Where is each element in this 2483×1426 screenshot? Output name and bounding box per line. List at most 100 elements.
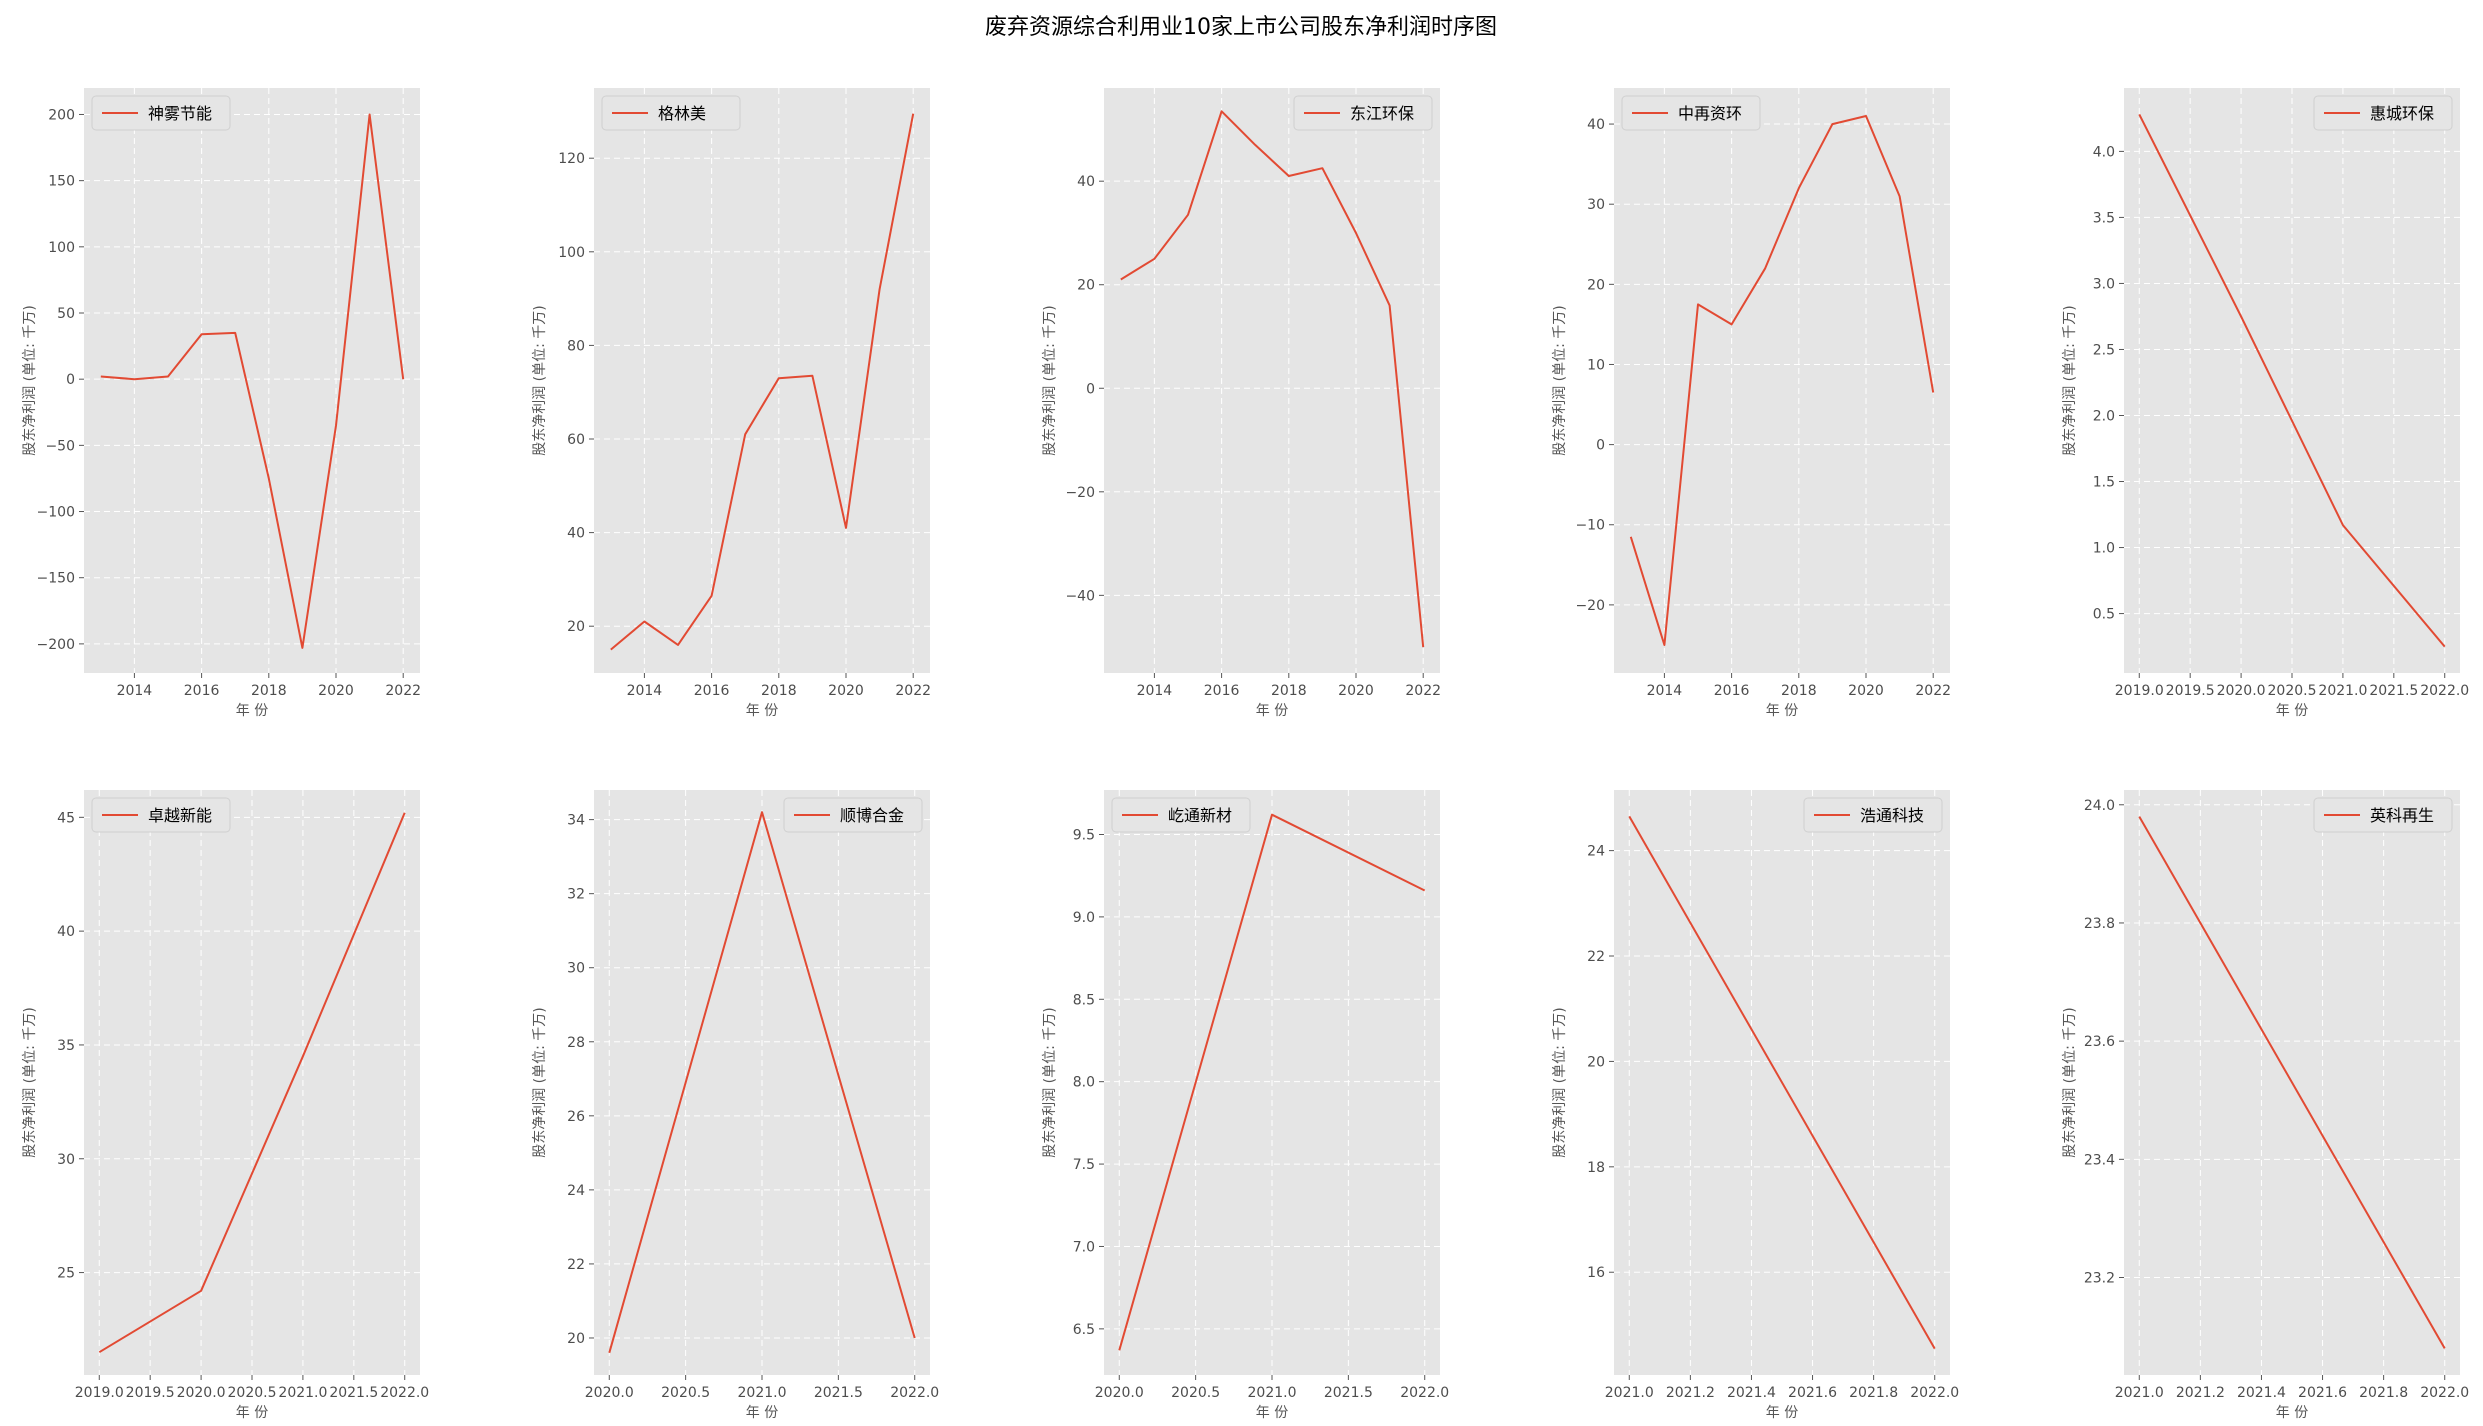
x-tick-label: 2021.4 [1727, 1385, 1776, 1401]
series-line [1629, 115, 1935, 646]
subplot-3: 2014 2016 2018 2020 2022 −40 −20 0 20 40 年 份 股东净利润 … [1042, 88, 1441, 719]
legend-box [1803, 797, 1943, 833]
x-tick-label: 2021.0 [738, 1385, 787, 1401]
subplot-4: 2014 2016 2018 2020 2022 −20 −10 0 10 20 30 40 年 份 股东… [1552, 88, 1951, 719]
y-tick-label: 9.0 [1073, 910, 1095, 926]
y-tick-label: 16 [1587, 1265, 1605, 1281]
x-tick-label: 2021.0 [278, 1385, 327, 1401]
y-tick-label: 32 [567, 887, 585, 903]
y-axis-label: 股东净利润 (单位: 千万) [532, 305, 548, 456]
y-tick-label: 20 [1077, 278, 1095, 294]
y-tick-label: 28 [567, 1035, 585, 1051]
y-tick-label: 23.4 [2084, 1152, 2115, 1168]
figure-title: 废弃资源综合利用业10家上市公司股东净利润时序图 [985, 15, 1497, 40]
y-axis-label: 股东净利润 (单位: 千万) [2062, 1007, 2078, 1158]
y-axis-label: 股东净利润 (单位: 千万) [22, 1007, 38, 1158]
x-tick-label: 2018 [251, 683, 287, 699]
x-tick-label: 2020 [1848, 683, 1884, 699]
x-axis-label: 年 份 [236, 703, 268, 719]
y-tick-label: −150 [37, 571, 75, 587]
series-line [610, 113, 915, 651]
x-tick-label: 2019.0 [75, 1385, 124, 1401]
x-tick-label: 2018 [761, 683, 797, 699]
x-tick-label: 2018 [1271, 683, 1307, 699]
legend-label: 卓越新能 [148, 806, 212, 825]
y-tick-label: 20 [567, 1331, 585, 1347]
y-tick-label: 50 [57, 306, 75, 322]
y-tick-label: 23.8 [2084, 916, 2115, 932]
x-tick-label: 2022.0 [2420, 683, 2469, 699]
y-tick-label: 22 [1587, 949, 1605, 965]
y-tick-label: 2.5 [2093, 342, 2115, 358]
subplot-5: 2019.0 2019.5 2020.0 2020.5 2021.0 2021.5 2022… [2062, 88, 2469, 719]
x-tick-label: 2020.0 [1095, 1385, 1144, 1401]
y-tick-label: 100 [48, 240, 75, 256]
y-axis-label: 股东净利润 (单位: 千万) [2062, 305, 2078, 456]
y-axis-label: 股东净利润 (单位: 千万) [1552, 305, 1568, 456]
x-tick-label: 2016 [1204, 683, 1240, 699]
x-tick-label: 2020.5 [1171, 1385, 1220, 1401]
x-tick-label: 2022 [385, 683, 421, 699]
x-tick-label: 2021.8 [1849, 1385, 1898, 1401]
y-tick-label: 30 [57, 1152, 75, 1168]
y-tick-label: 23.6 [2084, 1034, 2115, 1050]
y-tick-label: 30 [1587, 197, 1605, 213]
x-tick-label: 2021.0 [1248, 1385, 1297, 1401]
x-axis-label: 年 份 [746, 703, 778, 719]
y-tick-label: −10 [1575, 518, 1605, 534]
y-tick-label: 200 [48, 107, 75, 123]
legend: 浩通科技 [1803, 797, 1943, 833]
y-tick-label: 40 [567, 526, 585, 542]
legend-label: 东江环保 [1350, 104, 1414, 123]
y-tick-label: 3.5 [2093, 210, 2115, 226]
y-axis-label: 股东净利润 (单位: 千万) [1042, 1007, 1058, 1158]
legend-label: 屹通新材 [1168, 806, 1232, 825]
x-tick-label: 2021.8 [2359, 1385, 2408, 1401]
y-tick-label: 20 [1587, 277, 1605, 293]
y-tick-label: 2.0 [2093, 408, 2115, 424]
legend-box [601, 95, 741, 131]
legend-label: 浩通科技 [1860, 806, 1924, 825]
y-tick-label: 10 [1587, 357, 1605, 373]
x-tick-label: 2021.5 [1324, 1385, 1373, 1401]
legend-label: 格林美 [658, 104, 706, 123]
subplot-2: 2014 2016 2018 2020 2022 20 40 60 80 100 120 年 份 股东净… [532, 88, 931, 719]
y-tick-label: 40 [57, 924, 75, 940]
y-tick-label: 26 [567, 1109, 585, 1125]
plot-area [1614, 88, 1950, 673]
y-tick-label: 80 [567, 338, 585, 354]
subplot-10: 2021.0 2021.2 2021.4 2021.6 2021.8 2022.0 23.2… [2062, 790, 2469, 1421]
legend-box [783, 797, 923, 833]
subplot-8: 2020.0 2020.5 2021.0 2021.5 2022.0 6.5 7.0 7.5 8… [1042, 790, 1449, 1421]
y-tick-label: 4.0 [2093, 144, 2115, 160]
x-tick-label: 2022 [1405, 683, 1441, 699]
subplot-1: 2014 2016 2018 2020 2022 −200 −150 −100 −50 0 50 10… [22, 88, 421, 719]
y-tick-label: 100 [558, 245, 585, 261]
y-tick-label: 24 [567, 1183, 585, 1199]
legend-label: 英科再生 [2370, 806, 2434, 825]
series-line [608, 811, 916, 1354]
x-tick-label: 2020.5 [2268, 683, 2317, 699]
legend-box [1293, 95, 1433, 131]
y-tick-label: 24 [1587, 844, 1605, 860]
y-tick-label: 35 [57, 1038, 75, 1054]
x-tick-label: 2021.2 [2176, 1385, 2225, 1401]
legend: 顺博合金 [783, 797, 923, 833]
y-tick-label: 23.2 [2084, 1271, 2115, 1287]
legend-box [2313, 797, 2453, 833]
series-line [1628, 815, 1936, 1350]
series-line [100, 113, 405, 649]
x-tick-label: 2014 [1137, 683, 1173, 699]
y-tick-label: 9.5 [1073, 827, 1095, 843]
x-tick-label: 2014 [1647, 683, 1683, 699]
y-tick-label: 18 [1587, 1160, 1605, 1176]
y-tick-label: 34 [567, 813, 585, 829]
legend: 中再资环 [1621, 95, 1761, 131]
plot-area [1104, 88, 1440, 673]
x-tick-label: 2021.5 [814, 1385, 863, 1401]
x-axis-label: 年 份 [1256, 703, 1288, 719]
x-tick-label: 2020.0 [2217, 683, 2266, 699]
x-tick-label: 2021.5 [2369, 683, 2418, 699]
plot-area [594, 88, 930, 673]
y-tick-label: 40 [1077, 174, 1095, 190]
